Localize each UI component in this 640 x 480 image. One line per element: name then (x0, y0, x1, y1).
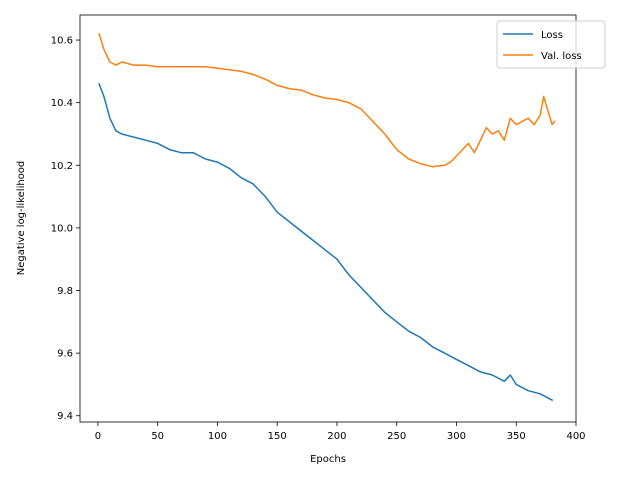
y-tick-label: 10.0 (51, 223, 73, 234)
series-line-loss (98, 82, 554, 402)
x-tick-label: 350 (507, 431, 526, 442)
x-tick-label: 300 (447, 431, 466, 442)
x-tick-label: 50 (151, 431, 164, 442)
x-tick-label: 0 (95, 431, 101, 442)
plot-frame (79, 14, 577, 423)
legend-box (496, 20, 606, 69)
legend: Loss Val. loss (496, 20, 606, 69)
series-line-val-loss (98, 32, 556, 168)
series-lines (98, 32, 556, 402)
y-tick-label: 9.8 (57, 286, 73, 297)
y-tick-label: 10.6 (51, 36, 73, 47)
y-tick-label: 10.4 (51, 98, 73, 109)
x-axis-label: Epochs (310, 454, 346, 465)
y-axis-ticks: 9.4 9.6 9.8 10.0 10.2 10.4 10.6 (51, 36, 80, 422)
y-tick-label: 9.4 (57, 411, 73, 422)
x-tick-label: 250 (387, 431, 406, 442)
x-tick-label: 150 (268, 431, 287, 442)
legend-label-val-loss: Val. loss (541, 51, 582, 62)
x-tick-label: 100 (208, 431, 227, 442)
y-tick-label: 10.2 (51, 161, 73, 172)
y-tick-label: 9.6 (57, 349, 73, 360)
x-tick-label: 400 (566, 431, 585, 442)
x-tick-label: 200 (327, 431, 346, 442)
y-axis-label: Negative log-likelihood (16, 161, 27, 276)
legend-label-loss: Loss (541, 30, 563, 41)
x-axis-ticks: 0 50 100 150 200 250 300 350 400 (95, 422, 586, 442)
